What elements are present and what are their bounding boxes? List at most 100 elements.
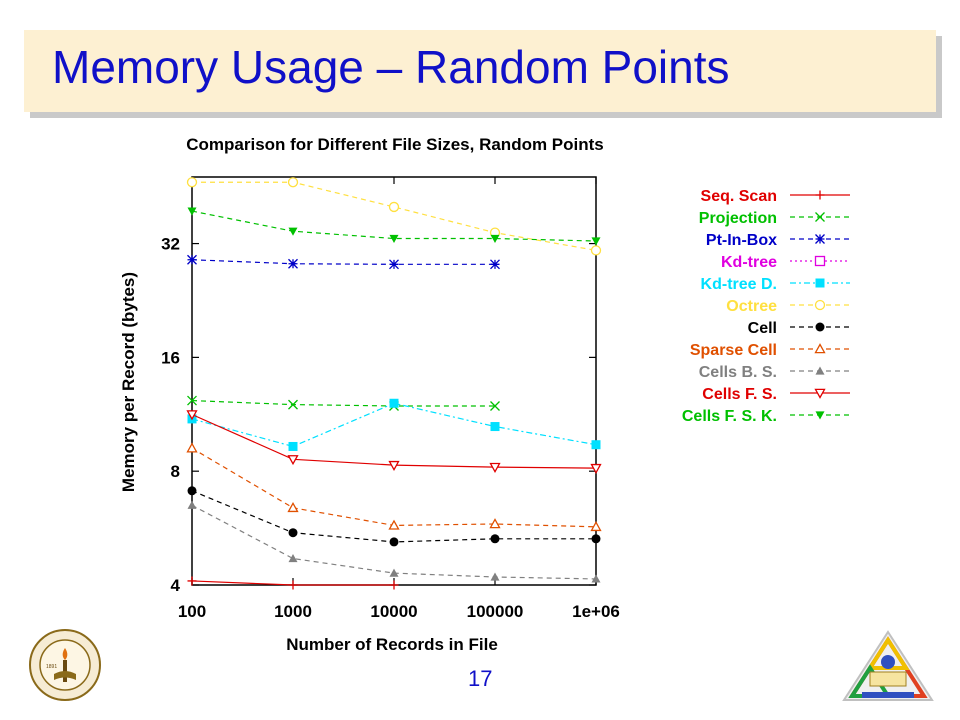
data-point — [490, 422, 500, 432]
series-seq-scan — [187, 576, 399, 590]
data-point — [388, 460, 400, 471]
legend-label: Octree — [726, 298, 777, 315]
data-point — [186, 410, 198, 421]
data-point — [389, 398, 399, 408]
title-bar: Memory Usage – Random Points — [24, 30, 936, 112]
data-point — [389, 537, 399, 547]
x-tick-label: 1e+06 — [572, 602, 620, 621]
data-point — [591, 574, 601, 583]
series-line — [191, 399, 495, 407]
data-point — [814, 299, 826, 311]
data-point — [186, 177, 198, 188]
series-pt-in-box — [187, 254, 500, 270]
data-point — [288, 554, 298, 563]
data-point — [287, 501, 299, 513]
data-point — [815, 278, 825, 288]
data-point — [815, 234, 825, 244]
series-cells-b-s — [187, 500, 601, 583]
data-point — [389, 259, 399, 270]
data-point — [287, 455, 299, 466]
x-tick-label: 100000 — [467, 602, 524, 621]
asci-logo — [840, 628, 936, 709]
series-line — [191, 490, 596, 543]
data-point — [490, 234, 500, 244]
data-point — [815, 212, 825, 222]
x-tick-label: 1000 — [274, 602, 312, 621]
series-line — [191, 413, 597, 469]
data-point — [187, 576, 197, 586]
data-point — [388, 519, 400, 530]
data-point — [288, 227, 298, 236]
series-line — [191, 402, 597, 448]
series-cell — [187, 486, 601, 547]
data-point — [814, 255, 826, 267]
legend-label: Kd-tree — [721, 254, 777, 271]
series-sparse-cell — [186, 442, 602, 532]
legend-label: Cell — [748, 320, 777, 337]
series-cells-f-s-k — [187, 207, 601, 246]
data-point — [186, 442, 198, 453]
y-axis-label: Memory per Record (bytes) — [119, 272, 138, 492]
data-point — [489, 462, 501, 473]
data-point — [489, 518, 501, 529]
data-point — [187, 395, 197, 406]
data-point — [389, 234, 399, 244]
data-point — [490, 534, 500, 544]
legend-label: Cells F. S. — [702, 386, 777, 403]
y-tick-label: 16 — [161, 348, 180, 367]
series-octree — [186, 177, 602, 256]
data-point — [814, 388, 826, 399]
data-point — [287, 177, 299, 188]
series-cells-f-s — [186, 410, 602, 474]
data-point — [187, 486, 197, 496]
legend-label: Pt-In-Box — [706, 232, 777, 249]
svg-text:1891: 1891 — [46, 664, 57, 670]
data-point — [388, 201, 400, 213]
data-point — [490, 401, 500, 411]
chart-title: Comparison for Different File Sizes, Ran… — [186, 135, 604, 154]
data-point — [288, 258, 298, 269]
data-point — [187, 207, 197, 216]
data-point — [815, 411, 825, 420]
data-point — [288, 580, 298, 590]
series-line — [191, 259, 495, 265]
legend: Seq. Scan Projection Pt-In-Box Kd-tree Kd-tr… — [682, 188, 850, 425]
legend-label: Projection — [699, 210, 777, 227]
data-point — [590, 463, 602, 474]
data-point — [591, 534, 601, 544]
data-point — [590, 245, 602, 256]
data-point — [590, 521, 602, 532]
series-kd-tree-d — [187, 398, 601, 451]
legend-label: Sparse Cell — [690, 342, 777, 359]
series-layer — [186, 177, 602, 590]
series-projection — [187, 395, 500, 411]
data-point — [814, 343, 826, 354]
data-point — [389, 568, 399, 577]
data-point — [490, 259, 500, 270]
x-tick-label: 100 — [178, 602, 206, 621]
slide-title: Memory Usage – Random Points — [52, 41, 730, 93]
data-point — [187, 500, 197, 509]
y-tick-label: 32 — [161, 235, 180, 254]
series-line — [191, 447, 597, 528]
y-tick-label: 8 — [171, 462, 180, 481]
data-point — [389, 580, 399, 590]
x-tick-label: 10000 — [370, 602, 417, 621]
data-point — [288, 441, 298, 451]
data-point — [815, 366, 825, 375]
x-axis-label: Number of Records in File — [286, 635, 498, 654]
data-point — [288, 399, 298, 410]
y-tick-label: 4 — [171, 576, 181, 595]
data-point — [815, 190, 825, 200]
caltech-seal-logo: 1891 — [28, 628, 102, 707]
data-point — [591, 237, 601, 246]
legend-label: Cells F. S. K. — [682, 408, 777, 425]
data-point — [288, 528, 298, 538]
legend-label: Seq. Scan — [701, 188, 777, 205]
data-point — [815, 322, 825, 332]
data-point — [591, 440, 601, 450]
legend-label: Kd-tree D. — [701, 276, 777, 293]
legend-label: Cells B. S. — [699, 364, 777, 381]
data-point — [490, 572, 500, 581]
